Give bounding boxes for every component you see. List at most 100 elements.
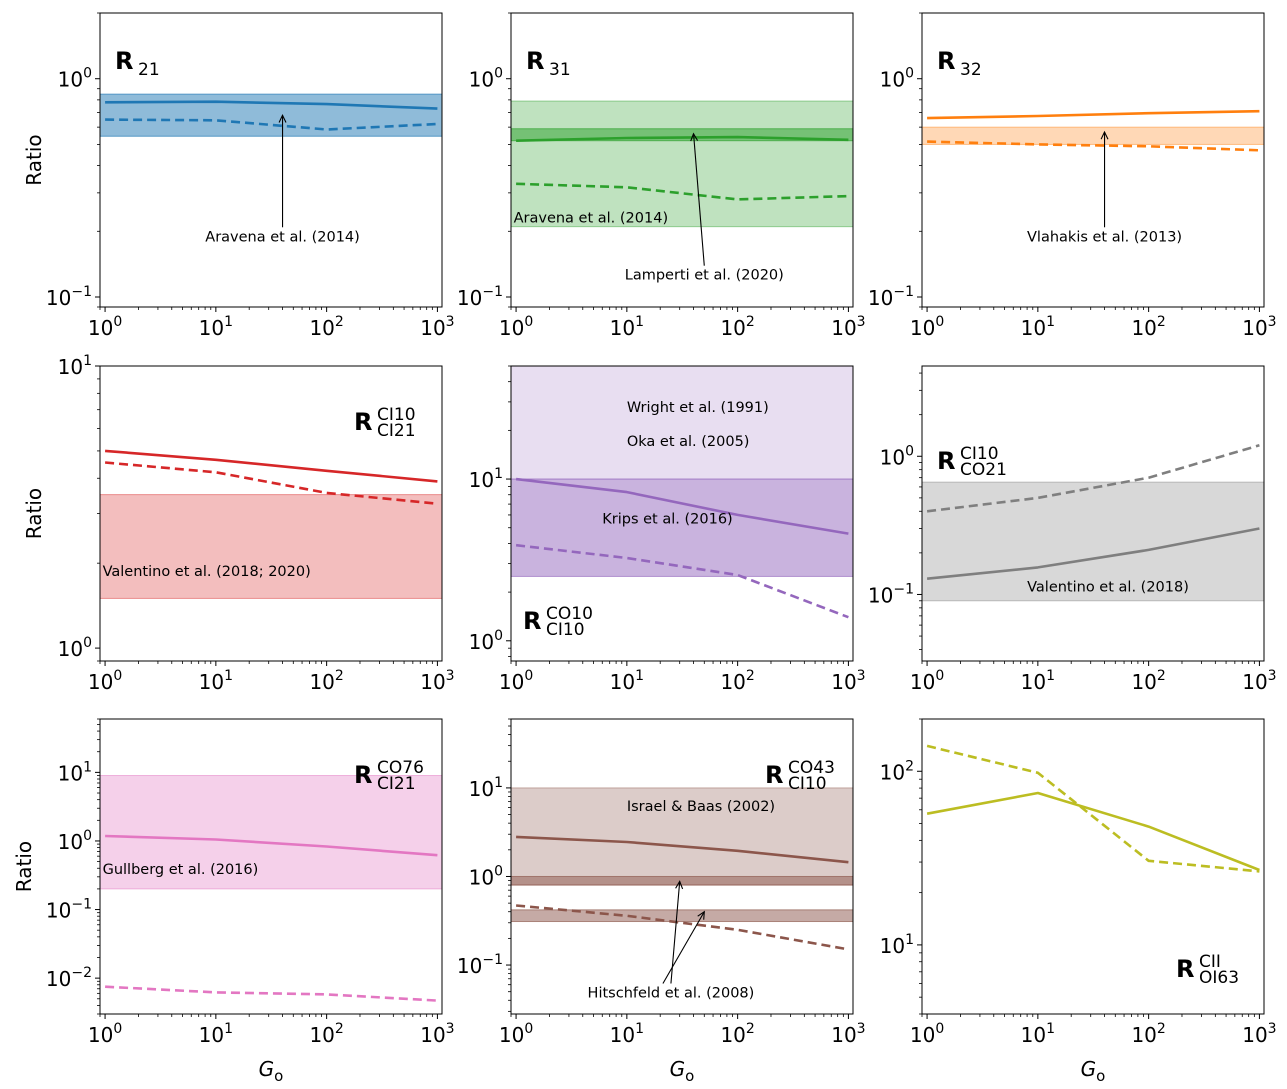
ratio-label-sub: CI10 [788, 774, 827, 794]
x-tick-label: 101 [199, 668, 233, 694]
x-axis-label: Go [259, 1057, 284, 1085]
y-tick-label: 100 [58, 635, 92, 661]
axes-frame [510, 718, 854, 1015]
ratio-label: R 31 [526, 47, 571, 80]
y-tick-label: 10−2 [46, 965, 92, 991]
annotation-0: Valentino et al. (2018) [1027, 580, 1189, 596]
x-tick-label: 101 [1021, 314, 1055, 340]
annotation-0: Aravena et al. (2014) [205, 229, 360, 245]
x-tick-label: 101 [1021, 1021, 1055, 1047]
x-tick-label: 102 [1131, 1021, 1165, 1047]
panel-R_CO76_CI21: 100 101 102 103 10−2 10−1 100 101 Ratio Go R CI21CO… [12, 718, 455, 1085]
x-tick-label: 101 [199, 1021, 233, 1047]
y-axis-label: Ratio [22, 488, 46, 539]
ratio-label: R 21 [115, 47, 160, 80]
ratio-label-sup: CI10 [960, 444, 999, 464]
x-tick-label: 101 [610, 314, 644, 340]
y-tick-label: 10−1 [868, 581, 914, 607]
ratio-label-main: R [115, 47, 133, 75]
annotation-arrowhead [278, 114, 287, 123]
annotation-1: Oka et al. (2005) [627, 434, 750, 450]
plot-area [100, 775, 442, 1002]
y-tick-label: 101 [469, 775, 503, 801]
ratio-label-sub: CI21 [377, 421, 416, 441]
ratio-label-main: R [937, 47, 955, 75]
series-solid-line [926, 527, 1260, 580]
y-axis-label: Ratio [12, 841, 36, 892]
band-1 [511, 478, 853, 577]
ratio-label-sub: CI10 [546, 620, 585, 640]
x-tick-label: 100 [910, 1021, 944, 1047]
band-1 [511, 128, 853, 142]
ratio-label: R 32 [937, 47, 982, 80]
x-tick-label: 103 [831, 668, 865, 694]
annotation-2: Krips et al. (2016) [602, 512, 732, 528]
annotation-0: Valentino et al. (2018; 2020) [103, 564, 311, 580]
annotation-0: Aravena et al. (2014) [514, 210, 669, 226]
y-tick-label: 100 [58, 828, 92, 854]
series-dashed-line [105, 985, 438, 1002]
axes-frame [510, 12, 854, 308]
band-0 [100, 775, 442, 890]
axes-frame [921, 12, 1265, 308]
series-solid-line [104, 449, 438, 483]
ratio-label-sup: CO43 [788, 758, 835, 778]
axes-frame [510, 365, 854, 662]
y-tick-label: 101 [469, 466, 503, 492]
y-tick-label: 101 [58, 353, 92, 379]
series-solid-line [516, 835, 849, 864]
x-tick-label: 101 [610, 668, 644, 694]
x-tick-label: 103 [420, 668, 454, 694]
annotation-arrow [692, 133, 705, 266]
ratio-label-main: R [523, 607, 541, 635]
x-tick-label: 102 [1131, 668, 1165, 694]
x-tick-label: 102 [309, 668, 343, 694]
x-tick-label: 102 [1131, 314, 1165, 340]
y-tick-label: 10−1 [868, 284, 914, 310]
x-tick-label: 103 [1242, 668, 1276, 694]
y-tick-label: 100 [58, 66, 92, 92]
band-0 [100, 93, 442, 137]
y-tick-label: 100 [469, 66, 503, 92]
annotation-arrowhead [697, 910, 705, 920]
y-axis-label: Ratio [22, 134, 46, 185]
x-tick-label: 102 [720, 1021, 754, 1047]
annotation-1: Hitschfeld et al. (2008) [588, 985, 755, 1001]
annotation-0: Wright et al. (1991) [627, 400, 769, 416]
ratio-label-sub: CI21 [377, 774, 416, 794]
ratio-label-main: R [765, 761, 783, 789]
x-tick-label: 100 [910, 668, 944, 694]
ratio-label-main: R [1176, 955, 1194, 983]
annotation-0: Gullberg et al. (2016) [103, 862, 259, 878]
x-tick-label: 100 [910, 314, 944, 340]
x-tick-label: 103 [420, 1021, 454, 1047]
annotation-0: Vlahakis et al. (2013) [1027, 229, 1182, 245]
y-tick-label: 10−1 [46, 284, 92, 310]
x-tick-label: 103 [831, 1021, 865, 1047]
plot-area [922, 109, 1264, 152]
x-tick-label: 100 [88, 314, 122, 340]
series-dashed-line [926, 444, 1260, 513]
plot-area [100, 449, 442, 599]
plot-area [922, 444, 1264, 602]
y-tick-label: 102 [880, 758, 914, 784]
band-2 [511, 909, 853, 923]
plot-area [100, 93, 442, 137]
band-0 [922, 481, 1264, 602]
annotation-arrow [662, 911, 705, 984]
x-tick-label: 101 [610, 1021, 644, 1047]
x-tick-label: 101 [1021, 668, 1055, 694]
ratio-label-sub: 31 [549, 60, 571, 80]
x-tick-label: 100 [88, 1021, 122, 1047]
series-solid-line [515, 477, 849, 535]
series-dashed-line [515, 543, 849, 619]
series-solid-line [516, 135, 849, 142]
